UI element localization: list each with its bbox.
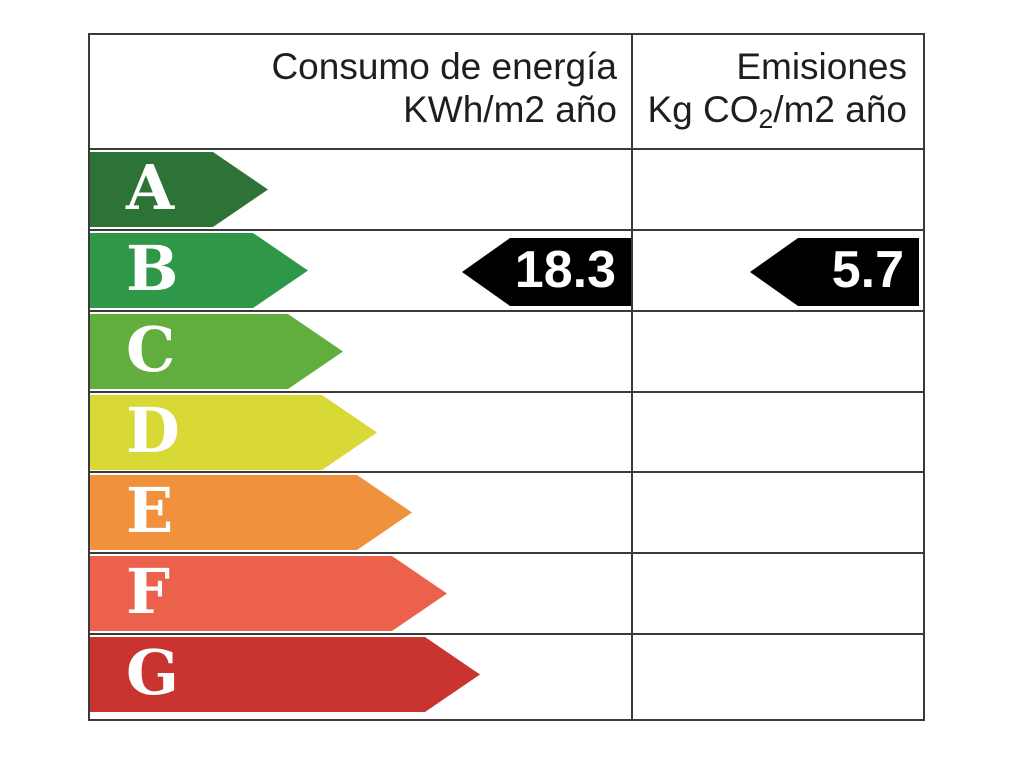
row-divider <box>90 310 923 312</box>
row-divider <box>90 633 923 635</box>
rating-arrow-f: F <box>90 556 447 631</box>
row-divider <box>90 148 923 150</box>
rating-letter-d: D <box>126 393 180 467</box>
rating-letter-f: F <box>126 554 171 628</box>
emisiones-value: 5.7 <box>831 241 904 299</box>
header-emisiones: Emisiones Kg CO2/m2 año <box>633 45 907 141</box>
rating-arrow-c: C <box>90 314 343 389</box>
rating-arrow-b: B <box>90 233 308 308</box>
rating-letter-c: C <box>126 312 176 386</box>
header-consumo-line1: Consumo de energía <box>271 46 617 87</box>
header-consumo-line2: KWh/m2 año <box>403 89 617 130</box>
row-divider <box>90 391 923 393</box>
rating-arrow-e: E <box>90 475 412 550</box>
column-divider <box>631 35 633 719</box>
rating-letter-a: A <box>126 150 175 224</box>
rating-arrow-g: G <box>90 637 480 712</box>
rating-arrow-a: A <box>90 152 268 227</box>
rating-letter-b: B <box>126 231 179 305</box>
rating-arrow-d: D <box>90 395 377 470</box>
emisiones-value-arrow: 5.7 <box>750 238 919 306</box>
energy-rating-table: Consumo de energía KWh/m2 año Emisiones … <box>88 33 925 721</box>
row-divider <box>90 229 923 231</box>
co2-subscript: 2 <box>758 103 774 134</box>
rating-letter-g: G <box>126 635 179 709</box>
row-divider <box>90 471 923 473</box>
header-emisiones-line1: Emisiones <box>736 46 907 87</box>
rating-letter-e: E <box>126 473 174 547</box>
row-divider <box>90 552 923 554</box>
header-emisiones-line2: Kg CO2/m2 año <box>647 89 907 134</box>
header-consumo: Consumo de energía KWh/m2 año <box>90 45 617 131</box>
consumo-value-arrow: 18.3 <box>462 238 631 306</box>
consumo-value: 18.3 <box>514 241 616 299</box>
